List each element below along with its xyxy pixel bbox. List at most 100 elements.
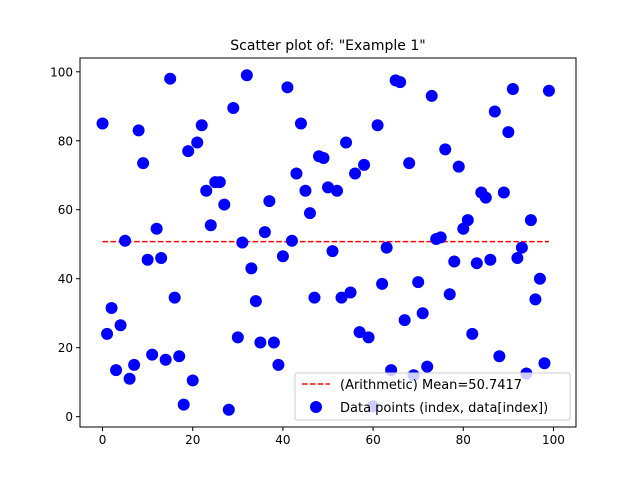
data-point — [137, 157, 150, 170]
data-point — [479, 191, 492, 204]
data-point — [222, 403, 235, 416]
data-point — [443, 288, 456, 301]
data-point — [128, 358, 141, 371]
data-point — [249, 295, 262, 308]
data-point — [263, 195, 276, 208]
data-point — [326, 245, 339, 258]
data-point — [488, 105, 501, 118]
data-point — [358, 158, 371, 171]
data-point — [191, 136, 204, 149]
x-tick-label: 80 — [456, 433, 471, 447]
legend-box — [294, 372, 571, 421]
data-point — [186, 374, 199, 387]
x-tick-label: 40 — [275, 433, 290, 447]
y-tick-label: 0 — [65, 410, 73, 424]
data-point — [502, 126, 515, 139]
data-point — [132, 124, 145, 137]
data-point — [403, 157, 416, 170]
data-point — [376, 277, 389, 290]
y-tick-label: 80 — [58, 134, 73, 148]
data-point — [200, 184, 213, 197]
axes: 0 20 40 60 80 100 0 20 40 60 80 100 — [50, 57, 577, 447]
axes-frame — [79, 57, 577, 428]
data-point — [299, 184, 312, 197]
data-point — [294, 117, 307, 130]
data-point — [290, 167, 303, 180]
data-point — [470, 257, 483, 270]
data-point — [439, 143, 452, 156]
data-point — [245, 262, 258, 275]
data-point — [344, 286, 357, 299]
data-point — [303, 207, 316, 220]
data-point — [146, 348, 159, 361]
data-point — [123, 372, 136, 385]
chart-title: Scatter plot of: "Example 1" — [230, 38, 425, 54]
data-point — [511, 252, 524, 265]
data-point — [461, 214, 474, 227]
data-point — [335, 291, 348, 304]
data-point — [317, 152, 330, 165]
legend: (Arithmetic) Mean=50.7417 Data points (i… — [294, 372, 571, 421]
data-point — [182, 145, 195, 158]
data-point — [272, 358, 285, 371]
data-point — [466, 327, 479, 340]
data-point — [204, 219, 217, 232]
data-point — [533, 272, 546, 285]
data-point — [353, 326, 366, 339]
data-point — [96, 117, 109, 130]
data-point — [380, 241, 393, 254]
data-point — [276, 250, 289, 263]
y-tick-label: 60 — [58, 203, 73, 217]
data-point — [141, 253, 154, 266]
data-point — [173, 350, 186, 363]
data-point — [421, 360, 434, 373]
data-point — [493, 350, 506, 363]
data-point — [159, 353, 172, 366]
x-tick-label: 100 — [542, 433, 565, 447]
data-point — [497, 186, 510, 199]
data-point — [101, 327, 114, 340]
x-tick-label: 0 — [99, 433, 107, 447]
y-tick-label: 40 — [58, 272, 73, 286]
data-point — [218, 198, 231, 211]
data-point — [258, 226, 271, 239]
y-tick-label: 20 — [58, 341, 73, 355]
data-point — [542, 84, 555, 97]
data-point — [452, 160, 465, 173]
data-point — [150, 222, 163, 235]
data-point — [114, 319, 127, 332]
data-point — [119, 234, 132, 247]
legend-points-label: Data points (index, data[index]) — [340, 401, 548, 416]
data-point — [524, 214, 537, 227]
data-point — [416, 307, 429, 320]
data-point — [538, 357, 551, 370]
data-point — [308, 291, 321, 304]
data-point — [155, 252, 168, 265]
data-point — [371, 119, 384, 132]
data-point — [412, 276, 425, 289]
data-point — [177, 398, 190, 411]
data-point — [331, 184, 344, 197]
data-point — [448, 255, 461, 268]
data-point — [340, 136, 353, 149]
data-point — [398, 314, 411, 327]
x-tick-label: 20 — [185, 433, 200, 447]
data-point — [322, 181, 334, 194]
data-point — [362, 331, 375, 344]
data-point — [110, 364, 123, 377]
legend-points-marker — [310, 401, 322, 413]
data-point — [254, 336, 267, 349]
data-point — [227, 102, 240, 115]
data-point — [515, 241, 528, 254]
data-point — [168, 291, 181, 304]
data-point — [349, 167, 362, 180]
data-point — [281, 81, 294, 94]
data-point — [195, 119, 208, 132]
data-point — [231, 331, 244, 344]
x-tick-label: 60 — [365, 433, 380, 447]
data-point — [236, 236, 249, 249]
data-point — [240, 69, 253, 82]
data-point — [434, 231, 447, 244]
legend-mean-label: (Arithmetic) Mean=50.7417 — [340, 378, 522, 393]
